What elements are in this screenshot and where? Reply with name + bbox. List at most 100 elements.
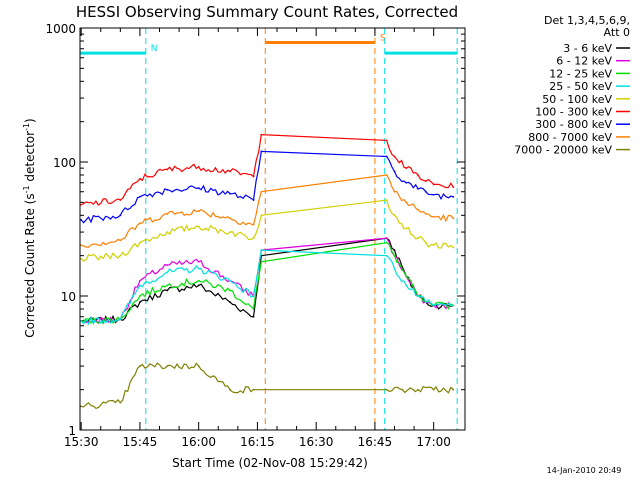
x-tick-label-1: 15:45 (123, 435, 158, 449)
series-0-point-3 (166, 289, 169, 292)
series-4-point-13 (432, 244, 435, 246)
series-0-point-4 (197, 284, 200, 287)
legend-title-line-1: Att 0 (604, 26, 630, 39)
legend-label-8: 7000 - 20000 keV (514, 144, 612, 157)
series-7-point-7 (260, 190, 263, 193)
legend-label-7: 800 - 7000 keV (528, 131, 612, 144)
series-8-point-1 (119, 401, 122, 404)
series-1-point-4 (197, 260, 200, 263)
series-4-point-8 (385, 199, 388, 201)
x-tick-label-4: 16:30 (299, 435, 334, 449)
series-4-point-1 (119, 254, 122, 257)
series-7-point-5 (229, 217, 231, 220)
y-axis-label-main: Corrected Count Rate (s (23, 193, 37, 337)
series-8-point-5 (229, 388, 231, 391)
series-7-point-8 (385, 174, 388, 176)
x-tick-label-2: 16:00 (181, 435, 216, 449)
y-tick-label-1: 10 (61, 290, 76, 304)
series-1-point-2 (139, 279, 141, 282)
series-layer (80, 133, 455, 409)
series-6-point-10 (405, 181, 408, 184)
series-7-point-4 (197, 210, 200, 213)
series-3-point-4 (197, 267, 200, 270)
series-6-point-11 (417, 187, 419, 190)
series-7-point-14 (452, 217, 455, 220)
series-0-point-9 (393, 249, 396, 252)
y-tick-label-2: 100 (53, 156, 76, 170)
y-axis-label: Corrected Count Rate (s-1 detector-1) (22, 118, 37, 337)
series-2-point-3 (166, 284, 169, 287)
x-tick-label-6: 17:00 (416, 435, 451, 449)
series-2-point-7 (260, 260, 263, 263)
series-4-point-11 (417, 237, 419, 240)
series-6-point-13 (432, 193, 435, 196)
series-2-point-8 (385, 241, 388, 244)
x-tick-label-0: 15:30 (64, 435, 99, 449)
x-tick-label-3: 16:15 (240, 435, 275, 449)
series-line-5 (80, 133, 454, 206)
series-7-point-11 (417, 208, 419, 211)
timestamp-label: 14-Jan-2010 20:49 (547, 466, 622, 475)
series-5-point-8 (385, 139, 388, 142)
series-3-point-5 (229, 279, 231, 282)
series-8-point-9 (417, 388, 419, 391)
series-5-point-5 (229, 170, 231, 173)
x-axis-label: Start Time (02-Nov-08 15:29:42) (172, 456, 368, 470)
series-3-point-2 (139, 284, 141, 287)
series-3-point-6 (252, 295, 255, 297)
legend-label-4: 50 - 100 keV (542, 93, 612, 106)
series-5-point-1 (119, 199, 122, 201)
series-7-point-0 (80, 244, 83, 246)
series-3-point-10 (405, 284, 408, 287)
series-4-point-10 (405, 227, 408, 230)
series-line-4 (80, 199, 454, 262)
plot-frame (79, 27, 466, 431)
series-5-point-13 (432, 183, 435, 186)
series-2-point-9 (393, 254, 396, 257)
series-6-point-0 (80, 218, 83, 221)
series-8-point-6 (252, 388, 255, 391)
series-6-point-12 (424, 190, 427, 193)
series-8-point-10 (432, 388, 435, 391)
series-3-point-8 (385, 254, 388, 257)
series-line-0 (81, 237, 454, 325)
legend-label-1: 6 - 12 keV (556, 55, 612, 68)
series-4-point-2 (139, 241, 141, 244)
series-8-point-0 (80, 405, 83, 408)
series-7-point-6 (252, 223, 255, 226)
series-5-point-2 (139, 177, 141, 180)
series-7-point-10 (405, 201, 408, 204)
series-4-point-7 (260, 214, 263, 217)
series-2-point-4 (197, 279, 200, 282)
series-8-point-3 (166, 365, 169, 367)
series-4-point-6 (252, 237, 255, 240)
y-tick-label-3: 1000 (45, 22, 76, 36)
series-3-point-1 (119, 318, 122, 321)
series-6-point-9 (393, 170, 396, 173)
legend-label-2: 12 - 25 keV (549, 67, 612, 80)
annotation-label-0: N (151, 44, 158, 54)
series-6-point-4 (197, 187, 200, 189)
series-3-point-14 (452, 304, 455, 307)
series-4-point-3 (166, 231, 169, 233)
series-6-point-1 (119, 214, 122, 217)
series-6-point-3 (166, 188, 169, 191)
chart-title: HESSI Observing Summary Count Rates, Cor… (76, 3, 458, 21)
series-6-point-2 (139, 195, 141, 198)
series-5-point-6 (252, 175, 255, 178)
series-4-point-4 (197, 225, 200, 228)
y-tick-label-0: 1 (68, 424, 76, 438)
axes-layer: 15:30 15:45 16:00 16:15 16:30 16:45 17:00 1 10 10… (45, 22, 466, 449)
series-8-point-4 (197, 365, 200, 367)
series-7-point-13 (432, 215, 435, 218)
series-7-point-12 (424, 212, 427, 215)
series-7-point-2 (139, 222, 141, 224)
series-6-point-5 (229, 192, 231, 195)
series-2-point-5 (229, 289, 231, 292)
series-3-point-9 (393, 267, 396, 270)
series-2-point-2 (139, 295, 141, 297)
series-8-point-2 (139, 365, 141, 367)
series-6-point-7 (260, 150, 263, 153)
